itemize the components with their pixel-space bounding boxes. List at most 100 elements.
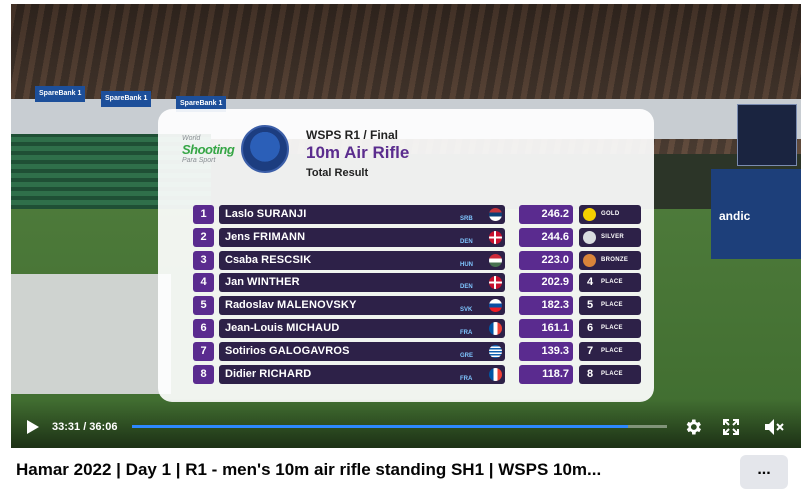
expand-icon[interactable]: [723, 419, 739, 435]
flag-icon: [489, 276, 502, 290]
result-row: 4 Jan WINTHER DEN 202.9 4 PLACE: [193, 273, 643, 293]
logo-text: Para Sport: [182, 157, 216, 164]
placement-label: PLACE: [601, 324, 623, 331]
more-button[interactable]: ...: [740, 455, 788, 489]
rank: 2: [193, 227, 214, 247]
athlete-name: Csaba RESCSIK HUN: [219, 250, 505, 270]
result-row: 2 Jens FRIMANN DEN 244.6 SILVER: [193, 227, 643, 247]
silver-medal-icon: [583, 230, 596, 244]
sponsor-banner: SpareBank 1: [101, 91, 152, 107]
flag-icon: [489, 253, 502, 267]
placement-label: PLACE: [601, 279, 623, 286]
athlete-name: Radoslav MALENOVSKY SVK: [219, 296, 505, 316]
result-row: 3 Csaba RESCSIK HUN 223.0 BRONZE: [193, 250, 643, 270]
place-number: 6: [586, 321, 594, 334]
score: 139.3: [519, 341, 573, 361]
placement-label: BRONZE: [601, 256, 629, 263]
score: 182.3: [519, 296, 573, 316]
gear-icon[interactable]: [683, 417, 703, 437]
first-name: Jens: [225, 230, 251, 243]
first-name: Sotirios: [225, 344, 266, 357]
score: 161.1: [519, 318, 573, 338]
last-name: GALOGAVROS: [269, 344, 350, 357]
placement: GOLD: [579, 205, 641, 224]
last-name: WINTHER: [247, 276, 300, 289]
placement: 4 PLACE: [579, 273, 641, 293]
progress-bar[interactable]: [132, 425, 667, 428]
score: 202.9: [519, 273, 573, 293]
video-player[interactable]: SpareBank 1 SpareBank 1 SpareBank 1 andi…: [11, 4, 801, 448]
bronze-medal-icon: [583, 253, 596, 267]
time-display: 33:31 / 36:06: [52, 421, 118, 433]
event-round: WSPS R1 / Final: [306, 128, 399, 142]
last-name: RICHARD: [259, 367, 312, 380]
play-icon[interactable]: [27, 420, 39, 434]
athlete-name: Sotirios GALOGAVROS GRE: [219, 341, 505, 361]
event-title: 10m Air Rifle: [306, 143, 410, 162]
first-name: Laslo: [225, 208, 254, 220]
flag-icon: [489, 321, 502, 335]
placement-label: SILVER: [601, 233, 625, 240]
first-name: Csaba: [225, 253, 259, 266]
place-number: 4: [586, 276, 594, 289]
rank: 5: [193, 296, 214, 316]
result-row: 1 Laslo SURANJI SRB 246.2 GOLD: [193, 205, 643, 224]
sponsor-board: [711, 169, 801, 259]
result-row: 7 Sotirios GALOGAVROS GRE 139.3 7 PLACE: [193, 341, 643, 361]
placement: SILVER: [579, 227, 641, 247]
score: 244.6: [519, 227, 573, 247]
more-icon: ...: [757, 461, 771, 478]
place-number: 7: [586, 344, 594, 357]
gold-medal-icon: [583, 208, 596, 221]
country-code: DEN: [460, 238, 473, 245]
country-code: GRE: [460, 352, 474, 359]
place-number: 5: [586, 299, 594, 312]
sponsor-banner: SpareBank 1: [35, 86, 86, 102]
first-name: Didier: [225, 367, 257, 380]
floor-area: [11, 274, 171, 394]
athlete-name: Jan WINTHER DEN: [219, 273, 505, 293]
championship-logo: [241, 125, 289, 173]
progress-fill: [132, 425, 629, 428]
first-name: Jean-Louis: [225, 321, 284, 334]
score: 223.0: [519, 250, 573, 270]
flag-icon: [489, 299, 502, 313]
results-table: 1 Laslo SURANJI SRB 246.2 GOLD 2 Jens FRIMANN D…: [193, 205, 643, 387]
rank: 1: [193, 205, 214, 224]
country-code: HUN: [460, 261, 473, 268]
country-code: FRA: [460, 375, 473, 382]
score: 118.7: [519, 364, 573, 384]
placement-label: PLACE: [601, 370, 623, 377]
result-row: 8 Didier RICHARD FRA 118.7 8 PLACE: [193, 364, 643, 384]
athlete-name: Laslo SURANJI SRB: [219, 205, 505, 224]
country-code: SVK: [460, 307, 473, 314]
result-row: 5 Radoslav MALENOVSKY SVK 182.3 5 PLACE: [193, 296, 643, 316]
athlete-name: Didier RICHARD FRA: [219, 364, 505, 384]
athlete-name: Jean-Louis MICHAUD FRA: [219, 318, 505, 338]
first-name: Jan: [225, 276, 244, 289]
placement: 8 PLACE: [579, 364, 641, 384]
placement-label: PLACE: [601, 347, 623, 354]
flag-icon: [489, 367, 502, 381]
scoreboard-screen: [737, 104, 797, 166]
flag-icon: [489, 230, 502, 244]
athlete-name: Jens FRIMANN DEN: [219, 227, 505, 247]
last-name: RESCSIK: [261, 253, 312, 266]
last-name: FRIMANN: [253, 230, 306, 243]
video-title[interactable]: Hamar 2022 | Day 1 | R1 - men's 10m air …: [16, 460, 602, 479]
country-code: FRA: [460, 329, 473, 336]
first-name: Radoslav: [225, 299, 274, 312]
last-name: MALENOVSKY: [276, 299, 357, 312]
event-subtitle: Total Result: [306, 167, 369, 179]
country-code: SRB: [460, 216, 473, 222]
last-name: MICHAUD: [286, 321, 340, 334]
placement-label: GOLD: [601, 211, 620, 217]
sponsor-banner: SpareBank 1: [176, 96, 227, 112]
rank: 7: [193, 341, 214, 361]
last-name: SURANJI: [256, 208, 307, 220]
rank: 3: [193, 250, 214, 270]
controls-gradient: [11, 399, 801, 448]
result-overlay: World Shooting Para Sport WSPS R1 / Fina…: [158, 109, 654, 402]
rank: 8: [193, 364, 214, 384]
mute-icon[interactable]: [764, 418, 784, 436]
